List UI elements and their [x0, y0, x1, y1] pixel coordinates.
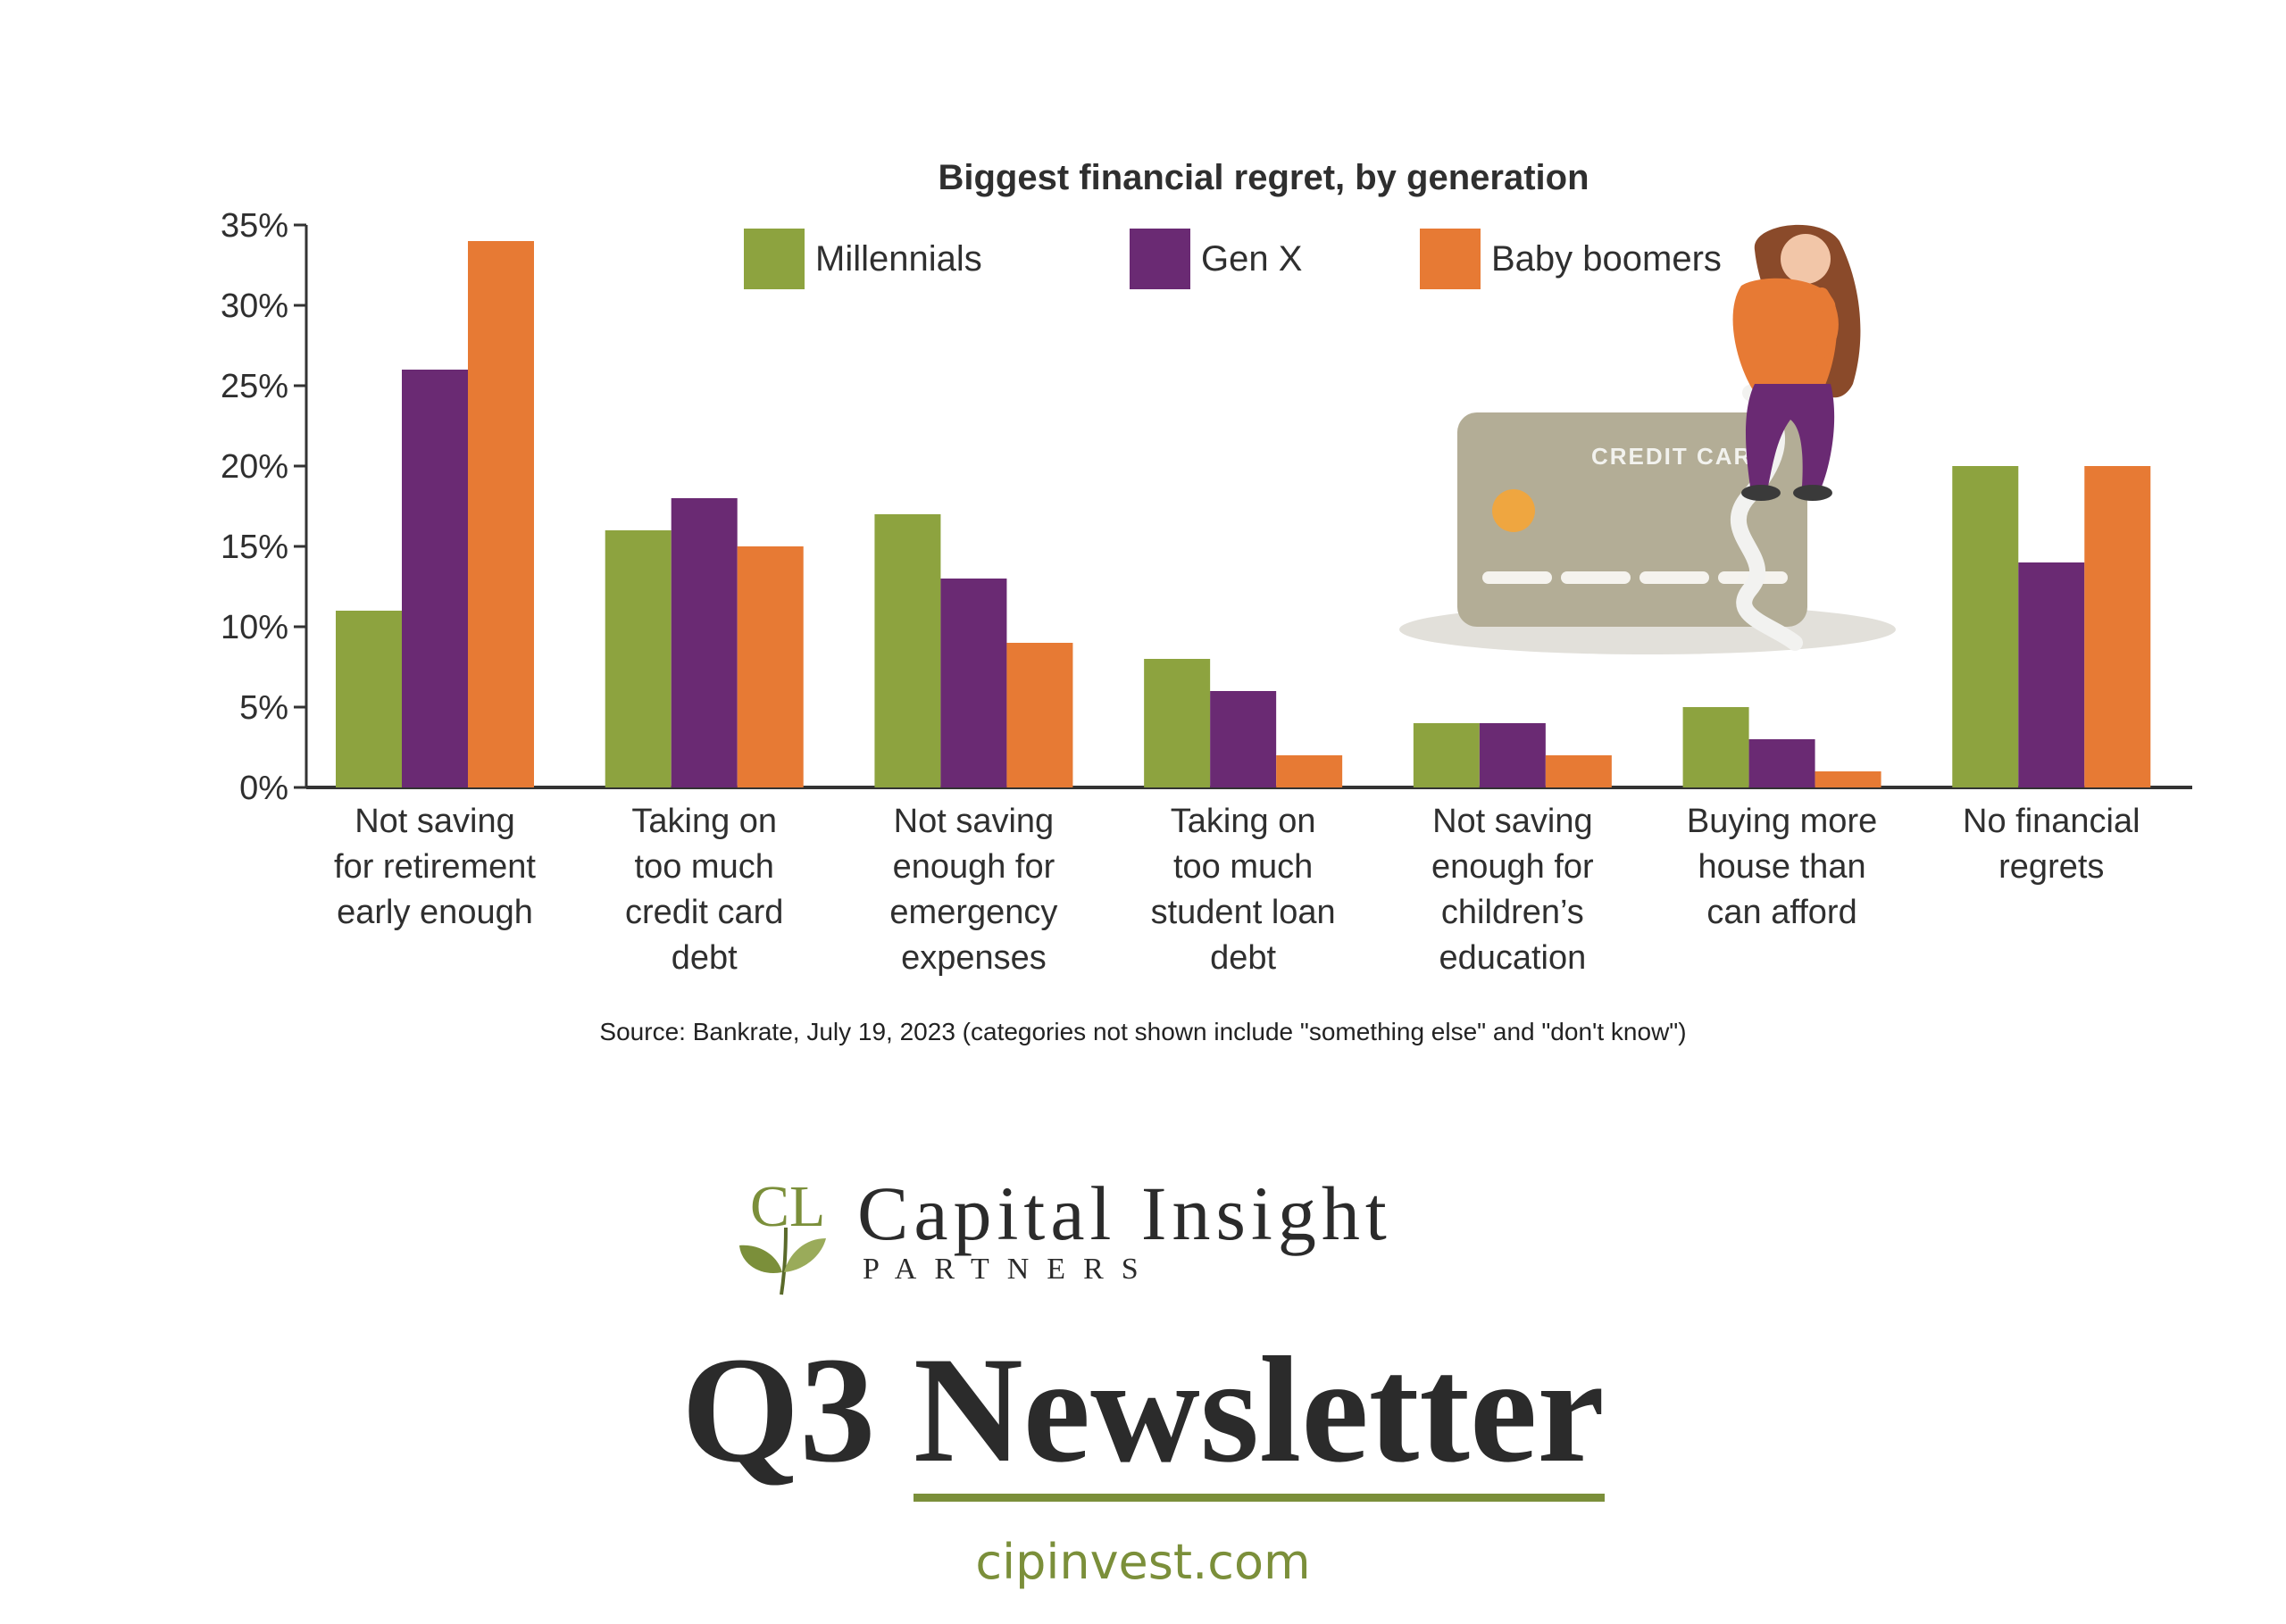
- y-tick-label: 20%: [221, 448, 288, 486]
- x-category-label-line: house than: [1698, 848, 1866, 886]
- x-category-label: No financial regrets: [1963, 803, 2140, 886]
- bar-gen-x: [2018, 562, 2085, 787]
- bar-baby-boomers: [468, 241, 534, 787]
- bar-millennials: [605, 530, 672, 787]
- logo-monogram: CL: [750, 1174, 825, 1239]
- x-category-label-line: Not saving: [1432, 803, 1593, 840]
- bar-millennials: [1144, 659, 1211, 787]
- bar-baby-boomers: [1545, 755, 1612, 787]
- x-category-label: Not saving enough for emergency expenses: [889, 803, 1057, 977]
- company-logo: CL Capital Insight PARTNERS: [732, 1156, 1607, 1299]
- chart-legend: Millennials Gen X Baby boomers: [744, 229, 1722, 289]
- logo-name: Capital Insight: [857, 1170, 1392, 1256]
- bar-baby-boomers: [737, 546, 804, 787]
- x-category-label-line: student loan: [1151, 894, 1336, 931]
- bar-millennials: [1413, 723, 1480, 787]
- card-text: CREDIT CARD: [1591, 443, 1771, 470]
- chart-source: Source: Bankrate, July 19, 2023 (categor…: [599, 1018, 1687, 1045]
- website-link[interactable]: cipinvest.com: [975, 1534, 1311, 1590]
- bar-gen-x: [1748, 739, 1815, 787]
- x-category-label-line: education: [1439, 939, 1586, 977]
- y-tick-label: 25%: [221, 368, 288, 405]
- x-category-label-line: No financial: [1963, 803, 2140, 840]
- credit-card-woman-icon: CREDIT CARD: [1399, 224, 1896, 654]
- legend-label: Gen X: [1201, 239, 1302, 279]
- bar-gen-x: [1210, 691, 1277, 787]
- newsletter-word: Newsletter: [913, 1330, 1605, 1502]
- bar-gen-x: [402, 370, 468, 787]
- leaf-monogram-icon: CL: [739, 1174, 826, 1295]
- x-category-label: Taking on too much student loan debt: [1151, 803, 1336, 977]
- legend-swatch: [744, 229, 805, 289]
- bar-millennials: [1682, 707, 1749, 787]
- x-category-label-line: debt: [672, 939, 738, 977]
- x-category-label-line: Not saving: [355, 803, 515, 840]
- x-category-label-line: emergency: [889, 894, 1057, 931]
- legend-swatch: [1420, 229, 1481, 289]
- chart-title: Biggest financial regret, by generation: [938, 158, 1589, 197]
- x-category-label-line: credit card: [625, 894, 783, 931]
- x-category-label: Not saving enough for children’s education: [1431, 803, 1594, 977]
- x-category-label-line: Taking on: [631, 803, 777, 840]
- bar-baby-boomers: [1276, 755, 1343, 787]
- x-category-label-line: Not saving: [894, 803, 1055, 840]
- x-category-label-line: expenses: [901, 939, 1047, 977]
- bar-millennials: [1952, 466, 2019, 787]
- y-tick-label: 35%: [221, 207, 288, 245]
- x-category-label-line: too much: [635, 848, 774, 886]
- legend-label: Baby boomers: [1491, 239, 1722, 279]
- x-category-label-line: Buying more: [1687, 803, 1877, 840]
- x-category-label-line: Taking on: [1171, 803, 1316, 840]
- x-category-label: Not saving for retirement early enough: [334, 803, 536, 931]
- bar-gen-x: [671, 498, 738, 787]
- x-category-label-line: early enough: [337, 894, 533, 931]
- bar-baby-boomers: [2084, 466, 2151, 787]
- chart-axes: 0% 5% 10% 15% 20% 25% 30% 35% Not saving for reti…: [221, 207, 2192, 977]
- x-category-label-line: can afford: [1706, 894, 1856, 931]
- logo-subtitle: PARTNERS: [863, 1253, 1156, 1286]
- newsletter-quarter: Q3: [681, 1326, 876, 1494]
- y-tick-label: 10%: [221, 609, 288, 646]
- x-category-label-line: too much: [1173, 848, 1313, 886]
- legend-label: Millennials: [815, 239, 982, 279]
- x-category-label-line: enough for: [1431, 848, 1594, 886]
- bar-millennials: [874, 514, 941, 787]
- x-category-label-line: children’s: [1441, 894, 1584, 931]
- chart-bars: [336, 241, 2151, 787]
- x-category-label-line: for retirement: [334, 848, 536, 886]
- x-category-label-line: debt: [1210, 939, 1276, 977]
- bar-gen-x: [940, 579, 1007, 787]
- bar-baby-boomers: [1006, 643, 1073, 787]
- chart: Biggest financial regret, by generation …: [221, 158, 2192, 977]
- x-category-label-line: regrets: [1998, 848, 2104, 886]
- y-tick-label: 15%: [221, 529, 288, 566]
- legend-swatch: [1130, 229, 1190, 289]
- y-tick-label: 5%: [239, 689, 288, 727]
- bar-baby-boomers: [1815, 771, 1881, 787]
- bar-gen-x: [1479, 723, 1546, 787]
- x-category-label: Taking on too much credit card debt: [625, 803, 783, 977]
- newsletter-title: Q3 Newsletter: [0, 1330, 2286, 1502]
- x-category-label: Buying more house than can afford: [1687, 803, 1877, 931]
- bar-millennials: [336, 611, 402, 787]
- x-category-label-line: enough for: [893, 848, 1055, 886]
- y-tick-label: 0%: [239, 770, 288, 807]
- y-tick-label: 30%: [221, 287, 288, 325]
